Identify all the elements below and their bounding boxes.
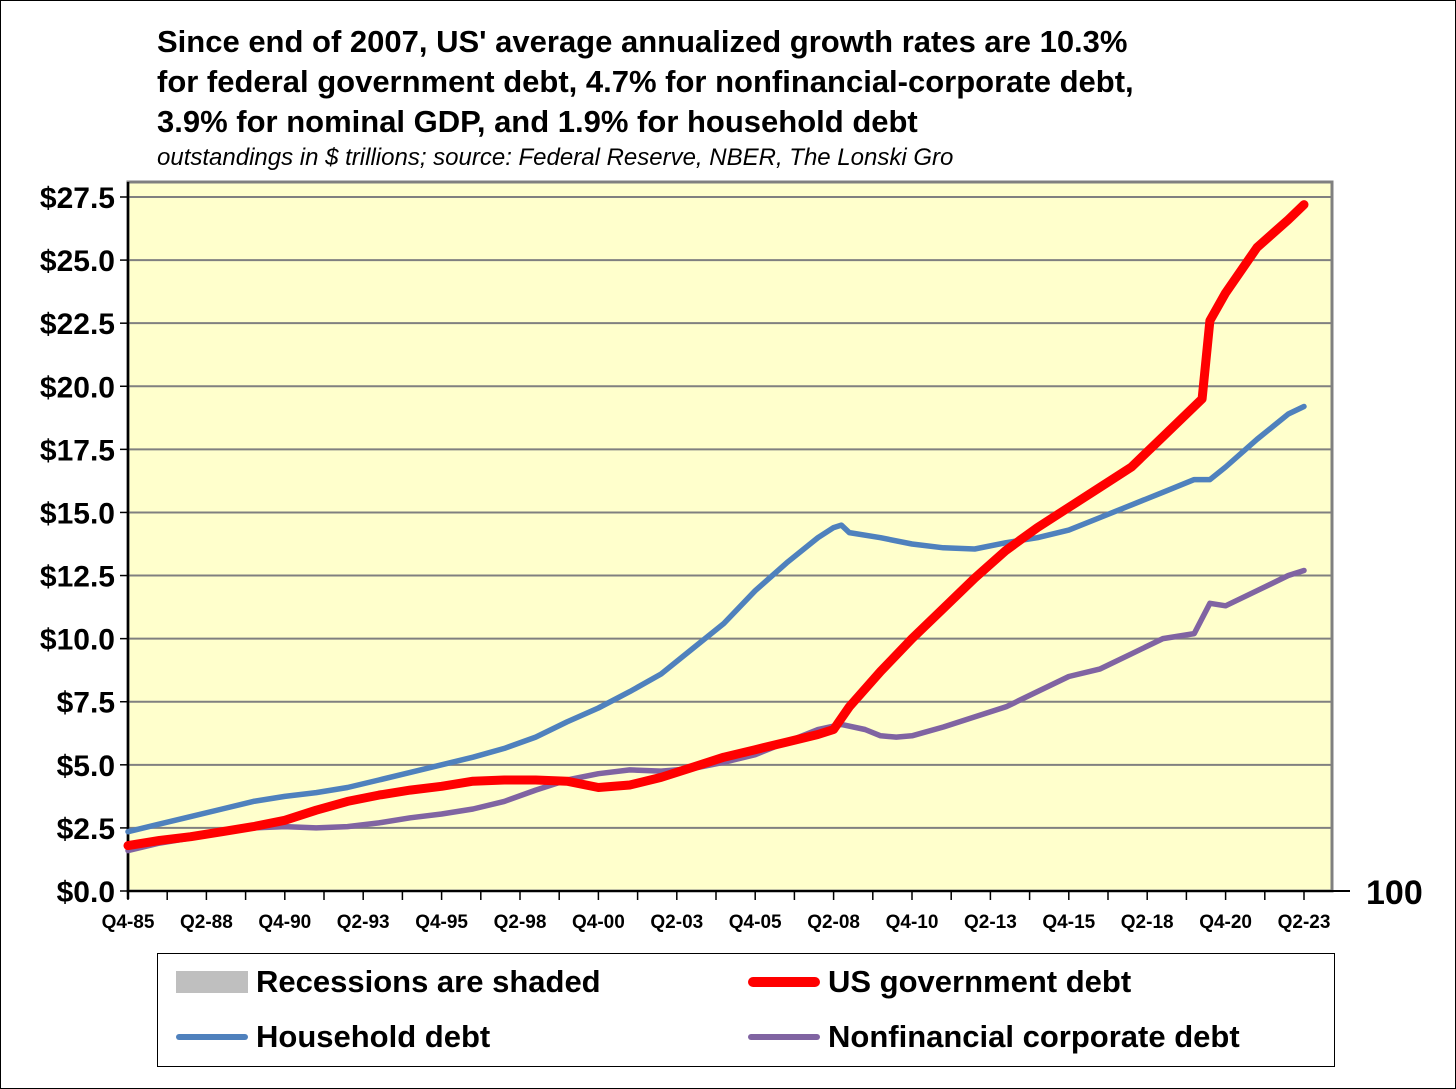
y-tick-label: $22.5: [40, 308, 115, 341]
x-tick-label: Q4-85: [102, 912, 155, 933]
x-tick-label: Q2-08: [807, 912, 860, 933]
series-line-household-debt: [125, 403, 1307, 835]
x-tick-label: Q4-15: [1042, 912, 1095, 933]
y-tick-label: $5.0: [57, 750, 115, 783]
legend-swatch-government-debt: [748, 977, 820, 987]
title-line-3: 3.9% for nominal GDP, and 1.9% for house…: [157, 104, 918, 139]
x-tick-label: Q2-18: [1121, 912, 1174, 933]
chart-title: Since end of 2007, US' average annualize…: [157, 22, 1134, 142]
y-tick-label: $12.5: [40, 561, 115, 594]
legend-swatch-household-debt: [176, 1034, 248, 1040]
legend-label: Recessions are shaded: [256, 964, 601, 999]
x-tick-label: Q2-93: [337, 912, 390, 933]
y-tick-label: $2.5: [57, 813, 115, 846]
legend-swatch-corporate-debt: [748, 1034, 820, 1040]
x-tick-label: Q2-03: [650, 912, 703, 933]
y-tick-label: $27.5: [40, 182, 115, 215]
legend-item-corporate-debt: Nonfinancial corporate debt: [748, 1019, 1240, 1055]
y-tick-label: $17.5: [40, 434, 115, 467]
x-tick-label: Q2-13: [964, 912, 1017, 933]
y-tick-label: $0.0: [57, 876, 115, 909]
right-axis-label: 100: [1366, 874, 1423, 912]
series-line-us-government-debt: [123, 200, 1309, 851]
legend-item-household-debt: Household debt: [176, 1019, 490, 1055]
legend-label: Nonfinancial corporate debt: [828, 1019, 1240, 1054]
legend-label: Household debt: [256, 1019, 491, 1054]
x-tick-label: Q4-10: [886, 912, 939, 933]
y-tick-label: $15.0: [40, 497, 115, 530]
x-tick-label: Q4-00: [572, 912, 625, 933]
legend: Recessions are shaded US government debt…: [157, 953, 1335, 1067]
x-tick-label: Q2-88: [180, 912, 233, 933]
x-tick-label: Q4-95: [415, 912, 468, 933]
legend-item-recessions: Recessions are shaded: [176, 964, 601, 1000]
y-tick-label: $20.0: [40, 371, 115, 404]
legend-swatch-recessions: [176, 971, 248, 993]
legend-label: US government debt: [828, 964, 1132, 999]
plot-area: [126, 180, 1334, 893]
title-line-2: for federal government debt, 4.7% for no…: [157, 64, 1134, 99]
x-tick-label: Q4-90: [258, 912, 311, 933]
x-tick-label: Q4-05: [729, 912, 782, 933]
title-line-1: Since end of 2007, US' average annualize…: [157, 24, 1128, 59]
y-tick-label: $25.0: [40, 245, 115, 278]
x-tick-label: Q2-98: [494, 912, 547, 933]
x-tick-label: Q4-20: [1199, 912, 1252, 933]
y-tick-label: $7.5: [57, 687, 115, 720]
chart-subtitle: outstandings in $ trillions; source: Fed…: [157, 144, 954, 171]
legend-item-government-debt: US government debt: [748, 964, 1131, 1000]
y-tick-label: $10.0: [40, 624, 115, 657]
x-tick-label: Q2-23: [1278, 912, 1331, 933]
